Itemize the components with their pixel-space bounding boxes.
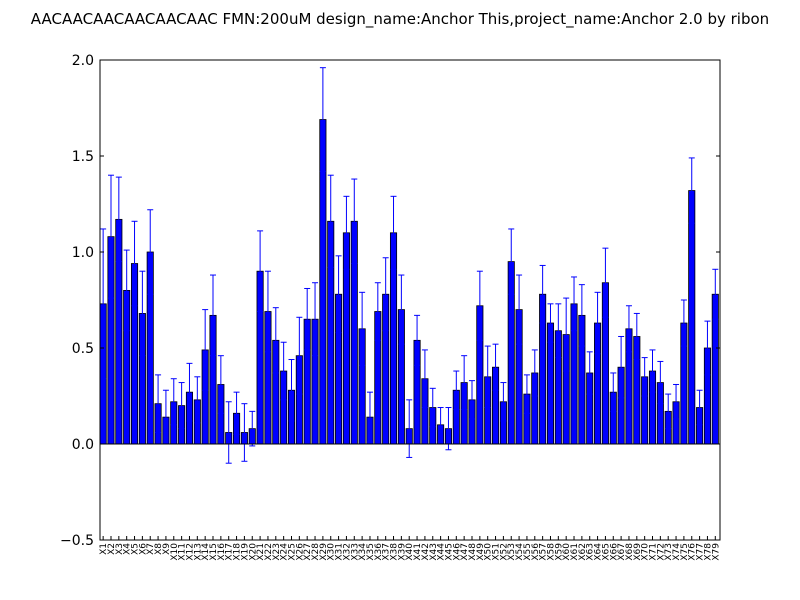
- x-tick-label: X41: [413, 543, 423, 561]
- x-tick-label: X36: [374, 543, 384, 561]
- plot-frame: [99, 59, 721, 541]
- x-tick-label: X72: [656, 543, 666, 561]
- y-tick-label: −0.5: [60, 533, 94, 549]
- x-tick-label: X60: [562, 543, 572, 561]
- x-tick-label: X65: [601, 543, 611, 561]
- x-tick-label: X16: [217, 543, 227, 561]
- x-tick-label: X39: [397, 543, 407, 561]
- x-tick-label: X54: [515, 543, 525, 561]
- x-tick-label: X49: [476, 543, 486, 561]
- x-tick-label: X31: [335, 543, 345, 561]
- x-tick-label: X21: [256, 543, 266, 561]
- x-tick-label: X15: [209, 543, 219, 561]
- x-tick-label: X70: [641, 543, 651, 561]
- x-tick-label: X35: [366, 543, 376, 561]
- y-tick-label: 2.0: [72, 53, 94, 69]
- x-tick-label: X46: [452, 543, 462, 561]
- x-tick-label: X61: [570, 543, 580, 561]
- x-tick-label: X44: [437, 543, 447, 561]
- x-tick-label: X56: [531, 543, 541, 561]
- x-tick-label: X52: [499, 543, 509, 561]
- x-tick-label: X3: [115, 543, 125, 555]
- x-tick-label: X19: [240, 543, 250, 561]
- x-tick-label: X13: [193, 543, 203, 561]
- x-tick-label: X43: [429, 543, 439, 561]
- x-tick-label: X4: [123, 543, 133, 555]
- x-tick-label: X64: [594, 543, 604, 561]
- y-tick-label: 1.0: [72, 245, 94, 261]
- x-tick-label: X37: [382, 543, 392, 561]
- x-tick-label: X10: [170, 543, 180, 561]
- x-tick-label: X30: [327, 543, 337, 561]
- bar: [688, 190, 696, 445]
- x-tick-label: X18: [233, 543, 243, 561]
- x-tick-label: X76: [688, 543, 698, 561]
- x-tick-label: X47: [460, 543, 470, 561]
- x-tick-label: X63: [586, 543, 596, 561]
- x-tick-label: X73: [664, 543, 674, 561]
- x-tick-label: X38: [390, 543, 400, 561]
- x-tick-label: X9: [162, 543, 172, 555]
- y-tick-label: 0.5: [72, 341, 94, 357]
- x-tick-label: X23: [272, 543, 282, 561]
- x-tick-label: X1: [99, 543, 109, 555]
- x-tick-label: X40: [405, 543, 415, 561]
- x-tick-label: X50: [484, 543, 494, 561]
- x-tick-label: X79: [711, 543, 721, 561]
- x-tick-label: X28: [311, 543, 321, 561]
- x-tick-label: X77: [696, 543, 706, 561]
- x-tick-label: X7: [146, 543, 156, 555]
- x-tick-label: X68: [625, 543, 635, 561]
- bars-group: [99, 119, 719, 445]
- x-tick-label: X24: [280, 543, 290, 561]
- y-axis: 2.0 1.5 1.0 0.5 0.0 −0.5: [60, 53, 720, 549]
- x-tick-label: X5: [131, 543, 141, 555]
- x-tick-label: X17: [225, 543, 235, 561]
- x-tick-label: X6: [138, 543, 148, 555]
- x-tick-label: X14: [201, 543, 211, 561]
- x-tick-label: X27: [303, 543, 313, 561]
- x-tick-label: X11: [178, 543, 188, 561]
- x-tick-label: X51: [492, 543, 502, 561]
- x-tick-label: X78: [703, 543, 713, 561]
- x-tick-label: X75: [680, 543, 690, 561]
- x-tick-label: X42: [421, 543, 431, 561]
- x-tick-label: X66: [609, 543, 619, 561]
- x-tick-label: X71: [649, 543, 659, 561]
- x-axis: X1X2X3X4X5X6X7X8X9X10X11X12X13X14X15X16X…: [99, 536, 721, 561]
- x-tick-label: X45: [444, 543, 454, 561]
- x-tick-label: X29: [319, 543, 329, 561]
- x-tick-label: X55: [523, 543, 533, 561]
- y-tick-label: 0.0: [72, 437, 94, 453]
- x-tick-label: X58: [546, 543, 556, 561]
- x-tick-label: X12: [185, 543, 195, 561]
- x-tick-label: X8: [154, 543, 164, 555]
- x-tick-label: X34: [358, 543, 368, 561]
- x-tick-label: X59: [554, 543, 564, 561]
- chart-title: AACAACAACAACAACAAC FMN:200uM design_name…: [31, 10, 769, 29]
- x-tick-label: X74: [672, 543, 682, 561]
- x-tick-label: X20: [248, 543, 258, 561]
- x-tick-label: X67: [617, 543, 627, 561]
- y-tick-label: 1.5: [72, 149, 94, 165]
- x-tick-label: X69: [633, 543, 643, 561]
- x-tick-label: X2: [107, 543, 117, 555]
- x-tick-label: X53: [507, 543, 517, 561]
- x-tick-label: X25: [287, 543, 297, 561]
- x-tick-label: X62: [578, 543, 588, 561]
- x-tick-label: X22: [264, 543, 274, 561]
- x-tick-label: X26: [295, 543, 305, 561]
- x-tick-label: X57: [539, 543, 549, 561]
- x-tick-label: X32: [342, 543, 352, 561]
- x-tick-label: X48: [468, 543, 478, 561]
- x-tick-label: X33: [350, 543, 360, 561]
- error-bars-group: [100, 67, 719, 464]
